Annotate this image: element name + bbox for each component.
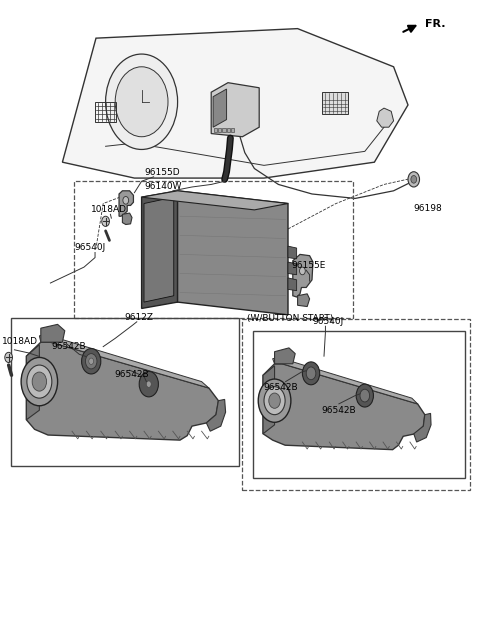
Circle shape bbox=[360, 389, 370, 402]
Text: FR.: FR. bbox=[425, 18, 445, 29]
Polygon shape bbox=[211, 83, 259, 137]
Circle shape bbox=[123, 197, 129, 204]
Polygon shape bbox=[206, 399, 226, 431]
Polygon shape bbox=[122, 213, 132, 225]
Bar bbox=[11, 318, 239, 466]
Polygon shape bbox=[288, 262, 297, 275]
Bar bbox=[227, 128, 230, 132]
Polygon shape bbox=[119, 191, 133, 216]
Circle shape bbox=[32, 372, 47, 391]
Bar bbox=[231, 128, 234, 132]
Polygon shape bbox=[288, 246, 297, 259]
Text: 96140W: 96140W bbox=[144, 182, 181, 191]
Text: 96542B: 96542B bbox=[52, 342, 86, 351]
Circle shape bbox=[146, 381, 151, 387]
Bar bbox=[214, 128, 217, 132]
Circle shape bbox=[85, 354, 97, 369]
Text: 96542B: 96542B bbox=[114, 370, 149, 379]
Polygon shape bbox=[275, 348, 295, 364]
Text: 96155D: 96155D bbox=[144, 168, 180, 177]
Polygon shape bbox=[62, 29, 408, 178]
Circle shape bbox=[356, 384, 373, 407]
Polygon shape bbox=[39, 335, 209, 388]
Circle shape bbox=[106, 54, 178, 149]
Polygon shape bbox=[41, 324, 65, 342]
Polygon shape bbox=[377, 108, 394, 127]
Circle shape bbox=[115, 67, 168, 137]
Bar bbox=[95, 102, 116, 122]
Circle shape bbox=[300, 267, 305, 275]
Polygon shape bbox=[288, 278, 297, 291]
Bar bbox=[242, 319, 470, 490]
Circle shape bbox=[264, 387, 285, 415]
Polygon shape bbox=[144, 197, 174, 302]
Polygon shape bbox=[213, 89, 227, 127]
Polygon shape bbox=[263, 366, 275, 434]
Circle shape bbox=[139, 371, 158, 397]
Circle shape bbox=[102, 216, 109, 226]
Polygon shape bbox=[263, 364, 425, 450]
Circle shape bbox=[82, 349, 101, 374]
Circle shape bbox=[258, 379, 291, 422]
Text: 96540J: 96540J bbox=[74, 244, 106, 252]
Polygon shape bbox=[298, 294, 310, 307]
Bar bbox=[74, 181, 353, 318]
Text: 96540J: 96540J bbox=[312, 317, 343, 326]
Text: 96542B: 96542B bbox=[263, 383, 298, 392]
Polygon shape bbox=[26, 342, 218, 440]
Text: 96198: 96198 bbox=[414, 204, 443, 212]
Text: 96155E: 96155E bbox=[292, 261, 326, 270]
Bar bbox=[218, 128, 221, 132]
Bar bbox=[222, 128, 226, 132]
Polygon shape bbox=[142, 191, 288, 210]
Circle shape bbox=[269, 393, 280, 408]
Text: (W/BUTTON START): (W/BUTTON START) bbox=[247, 314, 334, 323]
Circle shape bbox=[408, 172, 420, 187]
Circle shape bbox=[89, 358, 94, 364]
Circle shape bbox=[27, 365, 52, 398]
Circle shape bbox=[306, 367, 316, 380]
Polygon shape bbox=[178, 191, 288, 315]
Polygon shape bbox=[293, 254, 313, 297]
Bar bbox=[253, 331, 465, 478]
Polygon shape bbox=[142, 191, 178, 308]
Bar bbox=[322, 92, 348, 114]
Text: 96542B: 96542B bbox=[322, 406, 356, 415]
Text: 1018AD: 1018AD bbox=[91, 205, 127, 214]
Circle shape bbox=[302, 362, 320, 385]
Polygon shape bbox=[414, 413, 431, 442]
Text: 1018AD: 1018AD bbox=[2, 337, 38, 346]
Text: 9612Z: 9612Z bbox=[125, 313, 154, 322]
Circle shape bbox=[411, 176, 417, 183]
Polygon shape bbox=[26, 345, 39, 420]
Circle shape bbox=[5, 352, 12, 363]
Circle shape bbox=[21, 357, 58, 406]
Polygon shape bbox=[273, 357, 418, 404]
